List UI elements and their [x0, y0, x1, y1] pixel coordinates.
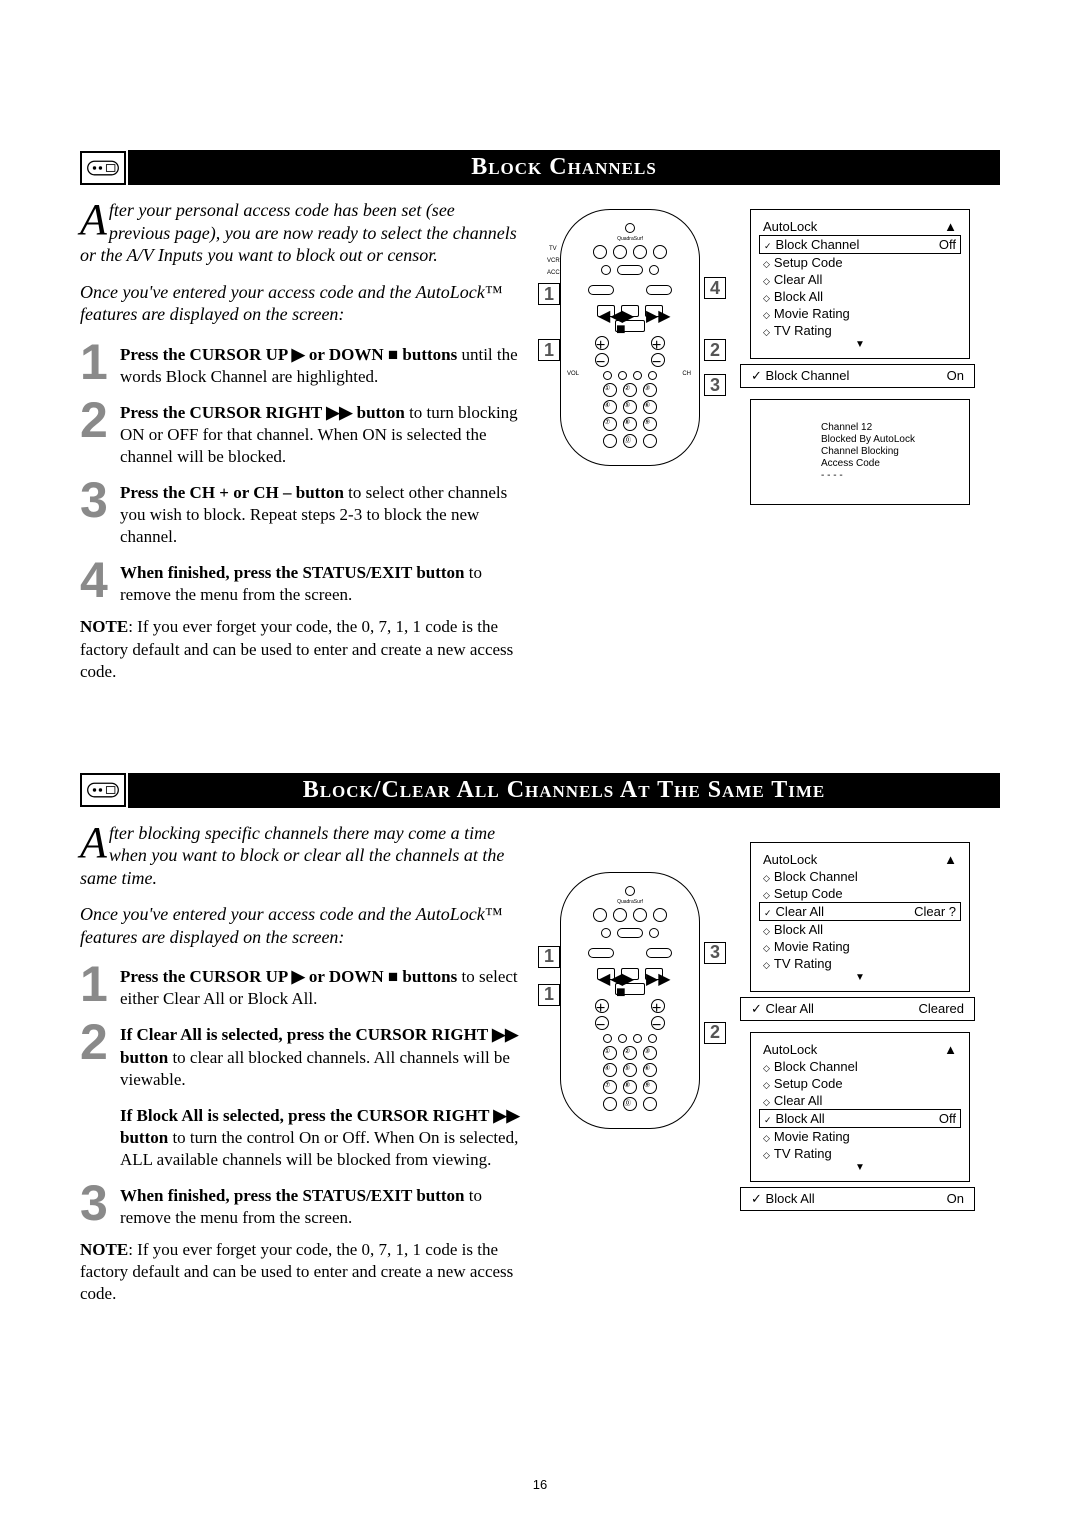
intro-text-2: Once you've entered your access code and…	[80, 903, 520, 948]
step-text: If Block All is selected, press the CURS…	[120, 1101, 520, 1171]
callout-4: 4	[704, 277, 726, 299]
two-column-layout: After your personal access code has been…	[80, 199, 1000, 683]
down-arrow-icon: ▼	[759, 1162, 961, 1173]
autolock-menu: AutoLock▲ ✓Block ChannelOff ◇Setup Code …	[750, 209, 970, 359]
step-text: If Clear All is selected, press the CURS…	[120, 1020, 520, 1090]
step-text: Press the CURSOR UP ▶ or DOWN ■ buttons …	[120, 340, 520, 388]
section-block-clear-all: Block/Clear All Channels At The Same Tim…	[80, 773, 1000, 1306]
step-number: 3	[80, 478, 120, 548]
text-column: After your personal access code has been…	[80, 199, 520, 683]
step-number: 2	[80, 1020, 120, 1090]
diagram-2: QuadraSurf ◀◀▶▶▶ ■ ++ −− ①②③ ④⑤⑥ ⑦⑧⑨ ⓪ 1…	[550, 822, 980, 1242]
section-block-channels: Block Channels After your personal acces…	[80, 150, 1000, 683]
up-arrow-icon: ▲	[944, 1042, 957, 1057]
step-text: When finished, press the STATUS/EXIT but…	[120, 1181, 520, 1229]
callout-3: 3	[704, 374, 726, 396]
callout-3: 3	[704, 942, 726, 964]
step-3: 3 When finished, press the STATUS/EXIT b…	[80, 1181, 520, 1229]
diagram-column: QuadraSurf ◀◀▶▶▶ ■ ++ −− ①②③ ④⑤⑥ ⑦⑧⑨ ⓪ 1…	[550, 822, 1000, 1306]
callout-1: 1	[538, 283, 560, 305]
intro-paragraph: After your personal access code has been…	[80, 199, 520, 267]
remote-icon	[80, 773, 126, 807]
note: NOTE: If you ever forget your code, the …	[80, 1239, 520, 1305]
autolock-menu-clear: AutoLock▲ ◇Block Channel ◇Setup Code ✓Cl…	[750, 842, 970, 992]
text-column: After blocking specific channels there m…	[80, 822, 520, 1306]
callout-1b: 1	[538, 339, 560, 361]
down-arrow-icon: ▼	[759, 339, 961, 350]
dropcap: A	[80, 199, 109, 238]
dropcap: A	[80, 822, 109, 861]
step-3: 3 Press the CH + or CH – button to selec…	[80, 478, 520, 548]
autolock-menu-block: AutoLock▲ ◇Block Channel ◇Setup Code ◇Cl…	[750, 1032, 970, 1182]
callout-2: 2	[704, 1022, 726, 1044]
remote-illustration: QuadraSurf ◀◀▶▶▶ ■ ++ −− ①②③ ④⑤⑥ ⑦⑧⑨ ⓪ T…	[560, 209, 700, 466]
step-text: Press the CH + or CH – button to select …	[120, 478, 520, 548]
step-number: 2	[80, 398, 120, 468]
step-2: 2 If Clear All is selected, press the CU…	[80, 1020, 520, 1090]
step-number: 4	[80, 558, 120, 606]
channel-info-box: Channel 12 Blocked By AutoLock Channel B…	[750, 399, 970, 505]
note: NOTE: If you ever forget your code, the …	[80, 616, 520, 682]
step-number: 3	[80, 1181, 120, 1229]
remote-icon	[80, 151, 126, 185]
page-number: 16	[0, 1477, 1080, 1492]
step-text: Press the CURSOR UP ▶ or DOWN ■ buttons …	[120, 962, 520, 1010]
two-column-layout: After blocking specific channels there m…	[80, 822, 1000, 1306]
callout-1: 1	[538, 946, 560, 968]
status-bar: ✓ Block Channel On	[740, 364, 975, 388]
section-title: Block/Clear All Channels At The Same Tim…	[128, 773, 1000, 808]
callout-2: 2	[704, 339, 726, 361]
step-number	[80, 1101, 120, 1171]
intro-text: fter your personal access code has been …	[80, 200, 517, 265]
status-bar-clear: ✓ Clear All Cleared	[740, 997, 975, 1021]
step-2: 2 Press the CURSOR RIGHT ▶▶ button to tu…	[80, 398, 520, 468]
step-number: 1	[80, 340, 120, 388]
step-1: 1 Press the CURSOR UP ▶ or DOWN ■ button…	[80, 340, 520, 388]
intro-text-2: Once you've entered your access code and…	[80, 281, 520, 326]
step-text: Press the CURSOR RIGHT ▶▶ button to turn…	[120, 398, 520, 468]
section-title: Block Channels	[128, 150, 1000, 185]
up-arrow-icon: ▲	[944, 852, 957, 867]
intro-text: fter blocking specific channels there ma…	[80, 823, 504, 888]
callout-1b: 1	[538, 984, 560, 1006]
diagram-column: QuadraSurf ◀◀▶▶▶ ■ ++ −− ①②③ ④⑤⑥ ⑦⑧⑨ ⓪ T…	[550, 199, 1000, 683]
step-1: 1 Press the CURSOR UP ▶ or DOWN ■ button…	[80, 962, 520, 1010]
header-row: Block Channels	[80, 150, 1000, 185]
remote-illustration: QuadraSurf ◀◀▶▶▶ ■ ++ −− ①②③ ④⑤⑥ ⑦⑧⑨ ⓪	[560, 872, 700, 1129]
step-text: When finished, press the STATUS/EXIT but…	[120, 558, 520, 606]
intro-paragraph: After blocking specific channels there m…	[80, 822, 520, 890]
status-bar-block: ✓ Block All On	[740, 1187, 975, 1211]
step-number: 1	[80, 962, 120, 1010]
header-row: Block/Clear All Channels At The Same Tim…	[80, 773, 1000, 808]
step-2b: If Block All is selected, press the CURS…	[80, 1101, 520, 1171]
step-4: 4 When finished, press the STATUS/EXIT b…	[80, 558, 520, 606]
up-arrow-icon: ▲	[944, 219, 957, 234]
down-arrow-icon: ▼	[759, 972, 961, 983]
diagram-1: QuadraSurf ◀◀▶▶▶ ■ ++ −− ①②③ ④⑤⑥ ⑦⑧⑨ ⓪ T…	[550, 199, 980, 539]
